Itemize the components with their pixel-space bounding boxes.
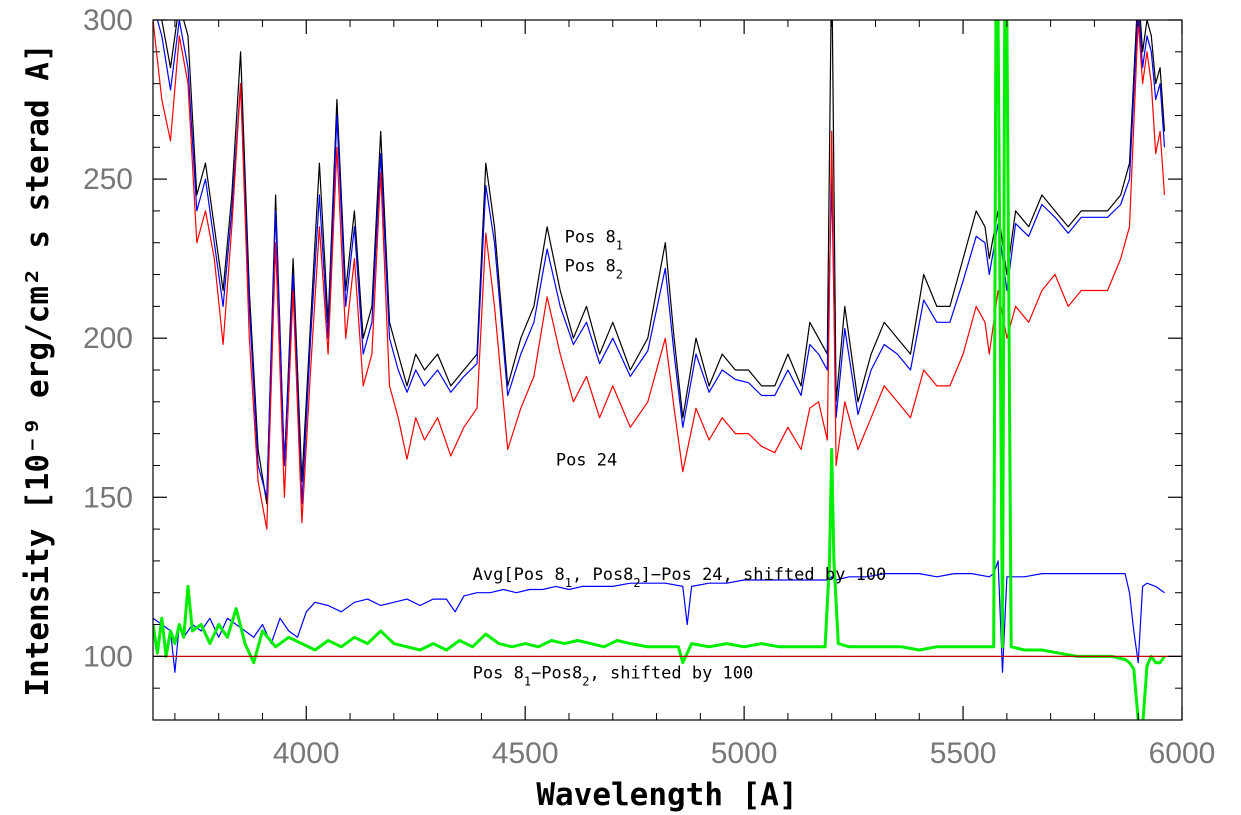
annotation-2: Pos 24 [556,450,617,470]
y-tick-label: 100 [83,640,133,673]
x-tick-label: 5500 [930,737,997,770]
series-line-4 [153,20,1166,720]
y-tick-label: 200 [83,322,133,355]
x-tick-label: 6000 [1149,737,1216,770]
annotations: Pos 81 Pos 82 Pos 24 Avg[Pos 81, Pos82]−Pos… [473,228,887,689]
annotation-4: Pos 81−Pos82, shifted by 100 [473,664,754,689]
plot-frame [152,19,1183,721]
series-line-3 [153,560,1165,673]
x-tick-label: 5000 [711,737,778,770]
axis-ticks: 4000 4500 5000 5500 6000 100 150 200 250 300 [83,4,1215,770]
x-tick-label: 4500 [492,737,559,770]
series-line-2 [153,20,1166,530]
x-axis-title: Wavelength [A] [536,777,797,813]
y-axis-title: Intensity [10⁻⁹ erg/cm² s sterad A] [20,43,56,696]
y-tick-label: 300 [83,4,133,37]
series-line-0 [161,20,1166,505]
y-tick-label: 250 [83,163,133,196]
annotation-1: Pos 82 [565,256,623,281]
y-tick-label: 150 [83,481,133,514]
x-tick-label: 4000 [273,737,340,770]
series-layer [153,20,1182,720]
annotation-0: Pos 81 [565,228,623,253]
series-line-1 [156,20,1166,505]
annotation-3: Avg[Pos 81, Pos82]−Pos 24, shifted by 10… [473,565,887,590]
